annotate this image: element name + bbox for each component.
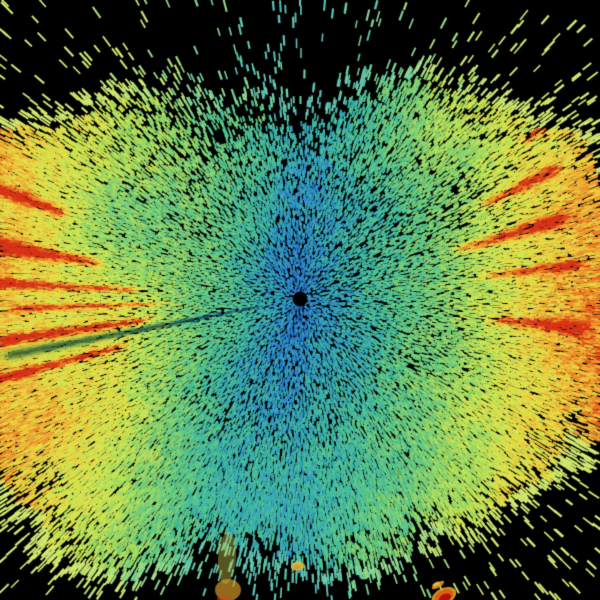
- sky-scan-viewport: [0, 0, 600, 600]
- radial-scan-heatmap-canvas: [0, 0, 600, 600]
